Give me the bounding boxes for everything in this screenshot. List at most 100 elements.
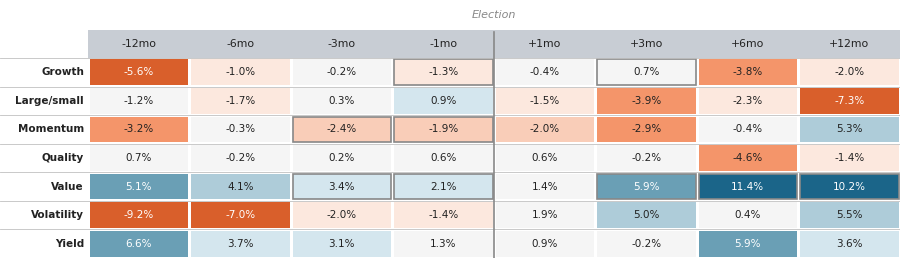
Text: 0.6%: 0.6% <box>532 153 558 163</box>
Text: 0.7%: 0.7% <box>633 67 660 77</box>
Text: 0.3%: 0.3% <box>328 96 355 106</box>
Text: -9.2%: -9.2% <box>123 210 154 220</box>
Text: 5.3%: 5.3% <box>836 124 862 134</box>
Text: 5.5%: 5.5% <box>836 210 862 220</box>
Text: 5.1%: 5.1% <box>125 182 152 192</box>
Bar <box>394 145 492 171</box>
Text: 3.1%: 3.1% <box>328 239 355 249</box>
Bar <box>698 88 797 114</box>
Bar <box>597 88 696 114</box>
Bar <box>89 145 188 171</box>
Text: 3.6%: 3.6% <box>836 239 862 249</box>
Text: -0.2%: -0.2% <box>631 239 662 249</box>
Text: Volatility: Volatility <box>31 210 84 220</box>
Bar <box>800 145 898 171</box>
Text: -2.4%: -2.4% <box>327 124 357 134</box>
Bar <box>394 117 492 142</box>
Bar <box>292 174 391 199</box>
Bar <box>191 202 290 228</box>
Bar <box>698 60 797 85</box>
Text: +3mo: +3mo <box>630 39 663 49</box>
Text: -3.2%: -3.2% <box>123 124 154 134</box>
Text: -7.3%: -7.3% <box>834 96 864 106</box>
Text: Yield: Yield <box>55 239 84 249</box>
Bar <box>191 145 290 171</box>
Text: -1.9%: -1.9% <box>428 124 458 134</box>
Text: 1.3%: 1.3% <box>430 239 456 249</box>
Bar <box>800 60 898 85</box>
Bar <box>800 117 898 142</box>
Text: -2.0%: -2.0% <box>530 124 560 134</box>
Text: +1mo: +1mo <box>528 39 562 49</box>
Text: -2.0%: -2.0% <box>834 67 864 77</box>
Text: 4.1%: 4.1% <box>227 182 254 192</box>
Text: -0.3%: -0.3% <box>225 124 256 134</box>
Bar <box>597 145 696 171</box>
Bar <box>698 174 797 199</box>
Bar <box>89 117 188 142</box>
Bar <box>89 202 188 228</box>
Text: 3.7%: 3.7% <box>227 239 254 249</box>
Bar <box>394 174 492 199</box>
Text: +12mo: +12mo <box>829 39 869 49</box>
Bar <box>191 231 290 256</box>
Text: 5.9%: 5.9% <box>633 182 660 192</box>
Text: 0.7%: 0.7% <box>126 153 152 163</box>
Text: -2.0%: -2.0% <box>327 210 356 220</box>
Text: Growth: Growth <box>41 67 84 77</box>
Bar <box>88 30 900 58</box>
Bar <box>292 88 391 114</box>
Text: Election: Election <box>472 10 517 20</box>
Text: Quality: Quality <box>41 153 84 163</box>
Text: -3.8%: -3.8% <box>733 67 763 77</box>
Bar <box>800 174 898 199</box>
Text: 10.2%: 10.2% <box>832 182 866 192</box>
Bar <box>292 202 391 228</box>
Bar <box>89 88 188 114</box>
Bar <box>89 60 188 85</box>
Text: -5.6%: -5.6% <box>123 67 154 77</box>
Bar <box>800 174 898 199</box>
Bar <box>800 202 898 228</box>
Bar <box>496 117 594 142</box>
Text: 6.6%: 6.6% <box>125 239 152 249</box>
Bar <box>292 117 391 142</box>
Bar <box>698 231 797 256</box>
Bar <box>191 174 290 199</box>
Text: Momentum: Momentum <box>18 124 84 134</box>
Text: 5.0%: 5.0% <box>633 210 660 220</box>
Text: -6mo: -6mo <box>226 39 255 49</box>
Text: 0.9%: 0.9% <box>430 96 456 106</box>
Text: Large/small: Large/small <box>15 96 84 106</box>
Bar <box>496 145 594 171</box>
Bar <box>89 231 188 256</box>
Bar <box>698 174 797 199</box>
Text: 1.9%: 1.9% <box>532 210 558 220</box>
Text: -1.0%: -1.0% <box>225 67 256 77</box>
Text: +6mo: +6mo <box>731 39 764 49</box>
Bar <box>698 117 797 142</box>
Text: 0.6%: 0.6% <box>430 153 456 163</box>
Bar <box>800 231 898 256</box>
Bar <box>597 60 696 85</box>
Text: 0.9%: 0.9% <box>532 239 558 249</box>
Bar <box>191 117 290 142</box>
Bar <box>698 145 797 171</box>
Text: -0.4%: -0.4% <box>530 67 560 77</box>
Bar <box>394 174 492 199</box>
Bar <box>191 60 290 85</box>
Text: 11.4%: 11.4% <box>731 182 764 192</box>
Bar <box>292 231 391 256</box>
Bar <box>597 117 696 142</box>
Text: -0.2%: -0.2% <box>631 153 662 163</box>
Bar <box>394 60 492 85</box>
Bar <box>496 202 594 228</box>
Text: -1.3%: -1.3% <box>428 67 458 77</box>
Bar <box>496 174 594 199</box>
Bar <box>394 231 492 256</box>
Bar <box>800 88 898 114</box>
Text: -1mo: -1mo <box>429 39 457 49</box>
Bar <box>292 60 391 85</box>
Text: 0.4%: 0.4% <box>734 210 760 220</box>
Bar <box>496 231 594 256</box>
